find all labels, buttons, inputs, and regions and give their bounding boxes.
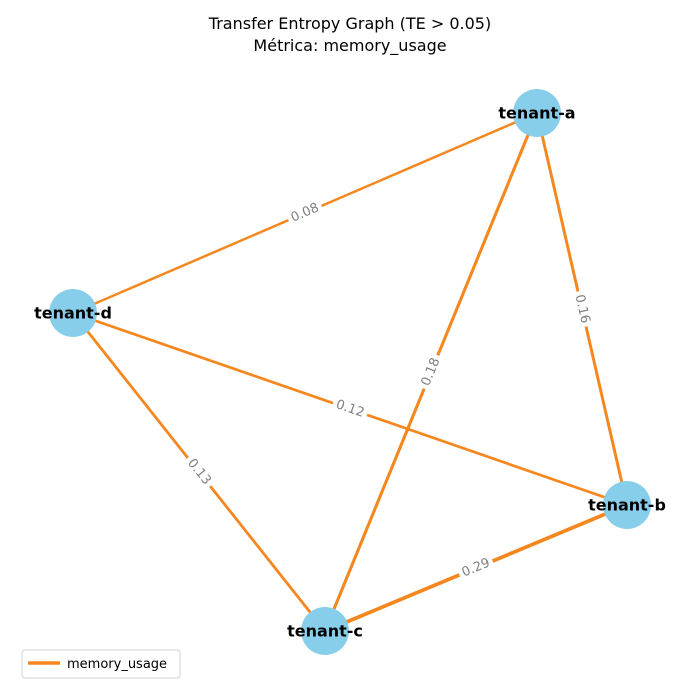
edge-label-background — [330, 395, 370, 423]
node-circle — [603, 481, 651, 529]
graph-subtitle: Métrica: memory_usage — [253, 36, 446, 56]
nodes-layer: tenant-a tenant-b tenant-c tenant-d — [34, 89, 666, 655]
node-circle — [49, 289, 97, 337]
node-circle — [301, 607, 349, 655]
edge-label-background — [570, 289, 594, 329]
node-tenant-d: tenant-d — [34, 289, 112, 337]
node-tenant-a: tenant-a — [498, 89, 576, 137]
edge-label-tenant-a-tenant-b: 0.16 — [570, 289, 594, 329]
legend: memory_usage — [21, 649, 181, 679]
legend-box — [21, 649, 181, 679]
node-tenant-c: tenant-c — [287, 607, 363, 655]
node-circle — [513, 89, 561, 137]
node-label: tenant-a — [498, 104, 575, 123]
edge-label-background — [456, 553, 496, 583]
edge-label-background — [285, 198, 325, 228]
legend-label: memory_usage — [67, 657, 167, 672]
edge-label-background — [181, 452, 217, 492]
node-tenant-b: tenant-b — [588, 481, 666, 529]
edge-label-text: 0.16 — [571, 293, 592, 325]
graph-title: Transfer Entropy Graph (TE > 0.05) — [208, 14, 491, 33]
edge-label-background — [416, 352, 446, 392]
node-label: tenant-d — [34, 304, 112, 323]
node-label: tenant-b — [588, 496, 666, 515]
node-label: tenant-c — [287, 622, 363, 641]
